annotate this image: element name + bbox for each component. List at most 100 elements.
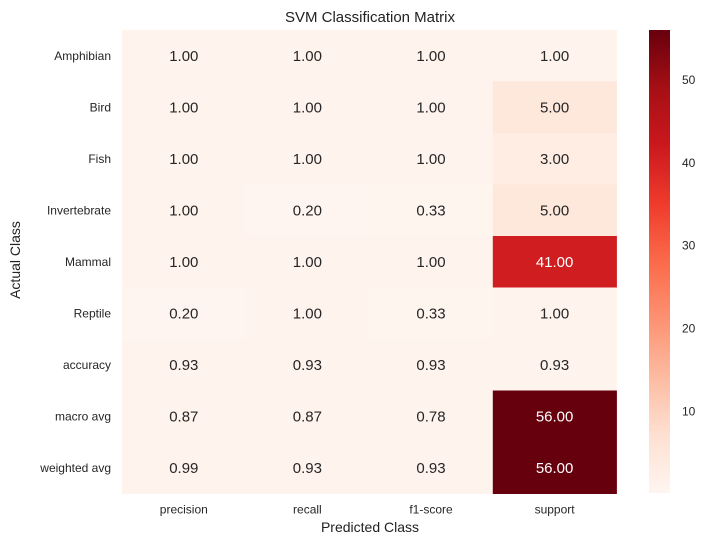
heatmap-cell-label: 1.00 <box>416 254 445 271</box>
heatmap-cell-label: 1.00 <box>169 99 198 116</box>
heatmap-cell <box>245 442 370 494</box>
heatmap-cell-label: 1.00 <box>169 254 198 271</box>
heatmap-cell-label: 0.78 <box>416 408 445 425</box>
x-tick-label: precision <box>160 503 208 517</box>
y-tick-label: macro avg <box>55 409 111 423</box>
heatmap-cell-label: 1.00 <box>293 151 322 168</box>
heatmap-cell <box>122 390 247 443</box>
colorbar-tick-label: 20 <box>682 322 696 336</box>
heatmap-cell <box>492 236 617 288</box>
y-tick-label: weighted avg <box>39 461 111 475</box>
heatmap-cell <box>245 287 370 340</box>
heatmap-cell-label: 0.33 <box>416 202 445 219</box>
heatmap-cell-label: 1.00 <box>169 151 198 168</box>
heatmap-cell <box>369 30 494 82</box>
heatmap-cell <box>492 184 617 237</box>
y-tick-label: Invertebrate <box>47 203 111 217</box>
x-axis-label: Predicted Class <box>321 519 419 535</box>
heatmap-cell <box>122 287 247 340</box>
heatmap-cell <box>122 30 247 82</box>
heatmap-cell <box>122 81 247 134</box>
heatmap-cell <box>369 339 494 391</box>
heatmap-cell <box>369 184 494 237</box>
heatmap-cell-labels: 1.00 1.00 1.00 1.00 1.00 1.00 1.00 5.00 1.00 1.00… <box>169 48 573 477</box>
y-tick-label: Reptile <box>74 306 112 320</box>
heatmap-cell <box>122 442 247 494</box>
x-tick-label: f1-score <box>409 503 453 517</box>
heatmap-cell <box>245 236 370 288</box>
heatmap-cell-label: 0.87 <box>169 408 198 425</box>
heatmap-cell <box>492 339 617 391</box>
heatmap-cell <box>245 30 370 82</box>
heatmap-cell <box>492 133 617 185</box>
colorbar-tick-label: 10 <box>682 405 696 419</box>
heatmap-cell-label: 0.93 <box>540 357 569 374</box>
heatmap-cell-label: 1.00 <box>293 254 322 271</box>
heatmap-cell <box>369 287 494 340</box>
heatmap-cell-label: 56.00 <box>536 460 574 477</box>
colorbar-ticks: 10 20 30 40 50 <box>682 73 696 419</box>
heatmap-cell-label: 41.00 <box>536 254 574 271</box>
x-tick-labels: precision recall f1-score support <box>160 503 575 517</box>
heatmap-cell-label: 0.93 <box>416 357 445 374</box>
y-tick-label: Fish <box>88 152 111 166</box>
heatmap-cell <box>122 184 247 237</box>
heatmap-cell <box>245 184 370 237</box>
chart-title: SVM Classification Matrix <box>285 9 456 26</box>
heatmap-cell-label: 1.00 <box>293 48 322 65</box>
heatmap-cell <box>122 236 247 288</box>
heatmap-cell-label: 5.00 <box>540 202 569 219</box>
x-tick-label: recall <box>293 503 322 517</box>
heatmap-cell-label: 3.00 <box>540 151 569 168</box>
y-tick-label: Mammal <box>65 255 111 269</box>
heatmap-cell <box>245 339 370 391</box>
heatmap-cell <box>122 339 247 391</box>
heatmap-cell-label: 0.93 <box>416 460 445 477</box>
colorbar-tick-label: 40 <box>682 156 696 170</box>
heatmap-cell-label: 1.00 <box>416 151 445 168</box>
colorbar <box>649 30 670 493</box>
heatmap-cell-label: 1.00 <box>540 48 569 65</box>
heatmap-cell <box>369 442 494 494</box>
heatmap-cell-label: 0.87 <box>293 408 322 425</box>
heatmap-cell <box>492 442 617 494</box>
heatmap-cell-label: 1.00 <box>169 48 198 65</box>
heatmap-cell-label: 0.93 <box>293 357 322 374</box>
y-tick-label: Amphibian <box>54 49 111 63</box>
heatmap-cell-label: 0.99 <box>169 460 198 477</box>
colorbar-tick-label: 30 <box>682 239 696 253</box>
y-tick-label: accuracy <box>63 358 111 372</box>
heatmap-cell <box>245 390 370 443</box>
y-tick-label: Bird <box>90 100 111 114</box>
heatmap-cell-label: 0.33 <box>416 305 445 322</box>
heatmap-cell-label: 5.00 <box>540 99 569 116</box>
heatmap-cell <box>369 81 494 134</box>
heatmap-cell <box>492 81 617 134</box>
y-tick-labels: Amphibian Bird Fish Invertebrate Mammal Repti… <box>39 49 111 475</box>
heatmap-cell-label: 0.93 <box>169 357 198 374</box>
heatmap-cells <box>122 30 617 494</box>
heatmap-cell-label: 0.20 <box>293 202 322 219</box>
heatmap-cell-label: 0.93 <box>293 460 322 477</box>
heatmap-cell-label: 56.00 <box>536 408 574 425</box>
heatmap-cell <box>369 133 494 185</box>
heatmap-cell <box>369 390 494 443</box>
heatmap-cell <box>122 133 247 185</box>
heatmap-cell <box>492 287 617 340</box>
colorbar-tick-label: 50 <box>682 73 696 87</box>
heatmap-cell <box>369 236 494 288</box>
heatmap-cell <box>492 390 617 443</box>
heatmap-cell-label: 1.00 <box>293 305 322 322</box>
heatmap-cell <box>245 133 370 185</box>
x-tick-label: support <box>535 503 576 517</box>
heatmap-cell-label: 1.00 <box>416 48 445 65</box>
heatmap-cell-label: 0.20 <box>169 305 198 322</box>
heatmap-cell <box>245 81 370 134</box>
y-axis-label: Actual Class <box>7 221 23 299</box>
heatmap-cell-label: 1.00 <box>416 99 445 116</box>
heatmap-cell-label: 1.00 <box>169 202 198 219</box>
heatmap-cell-label: 1.00 <box>540 305 569 322</box>
heatmap-cell-label: 1.00 <box>293 99 322 116</box>
